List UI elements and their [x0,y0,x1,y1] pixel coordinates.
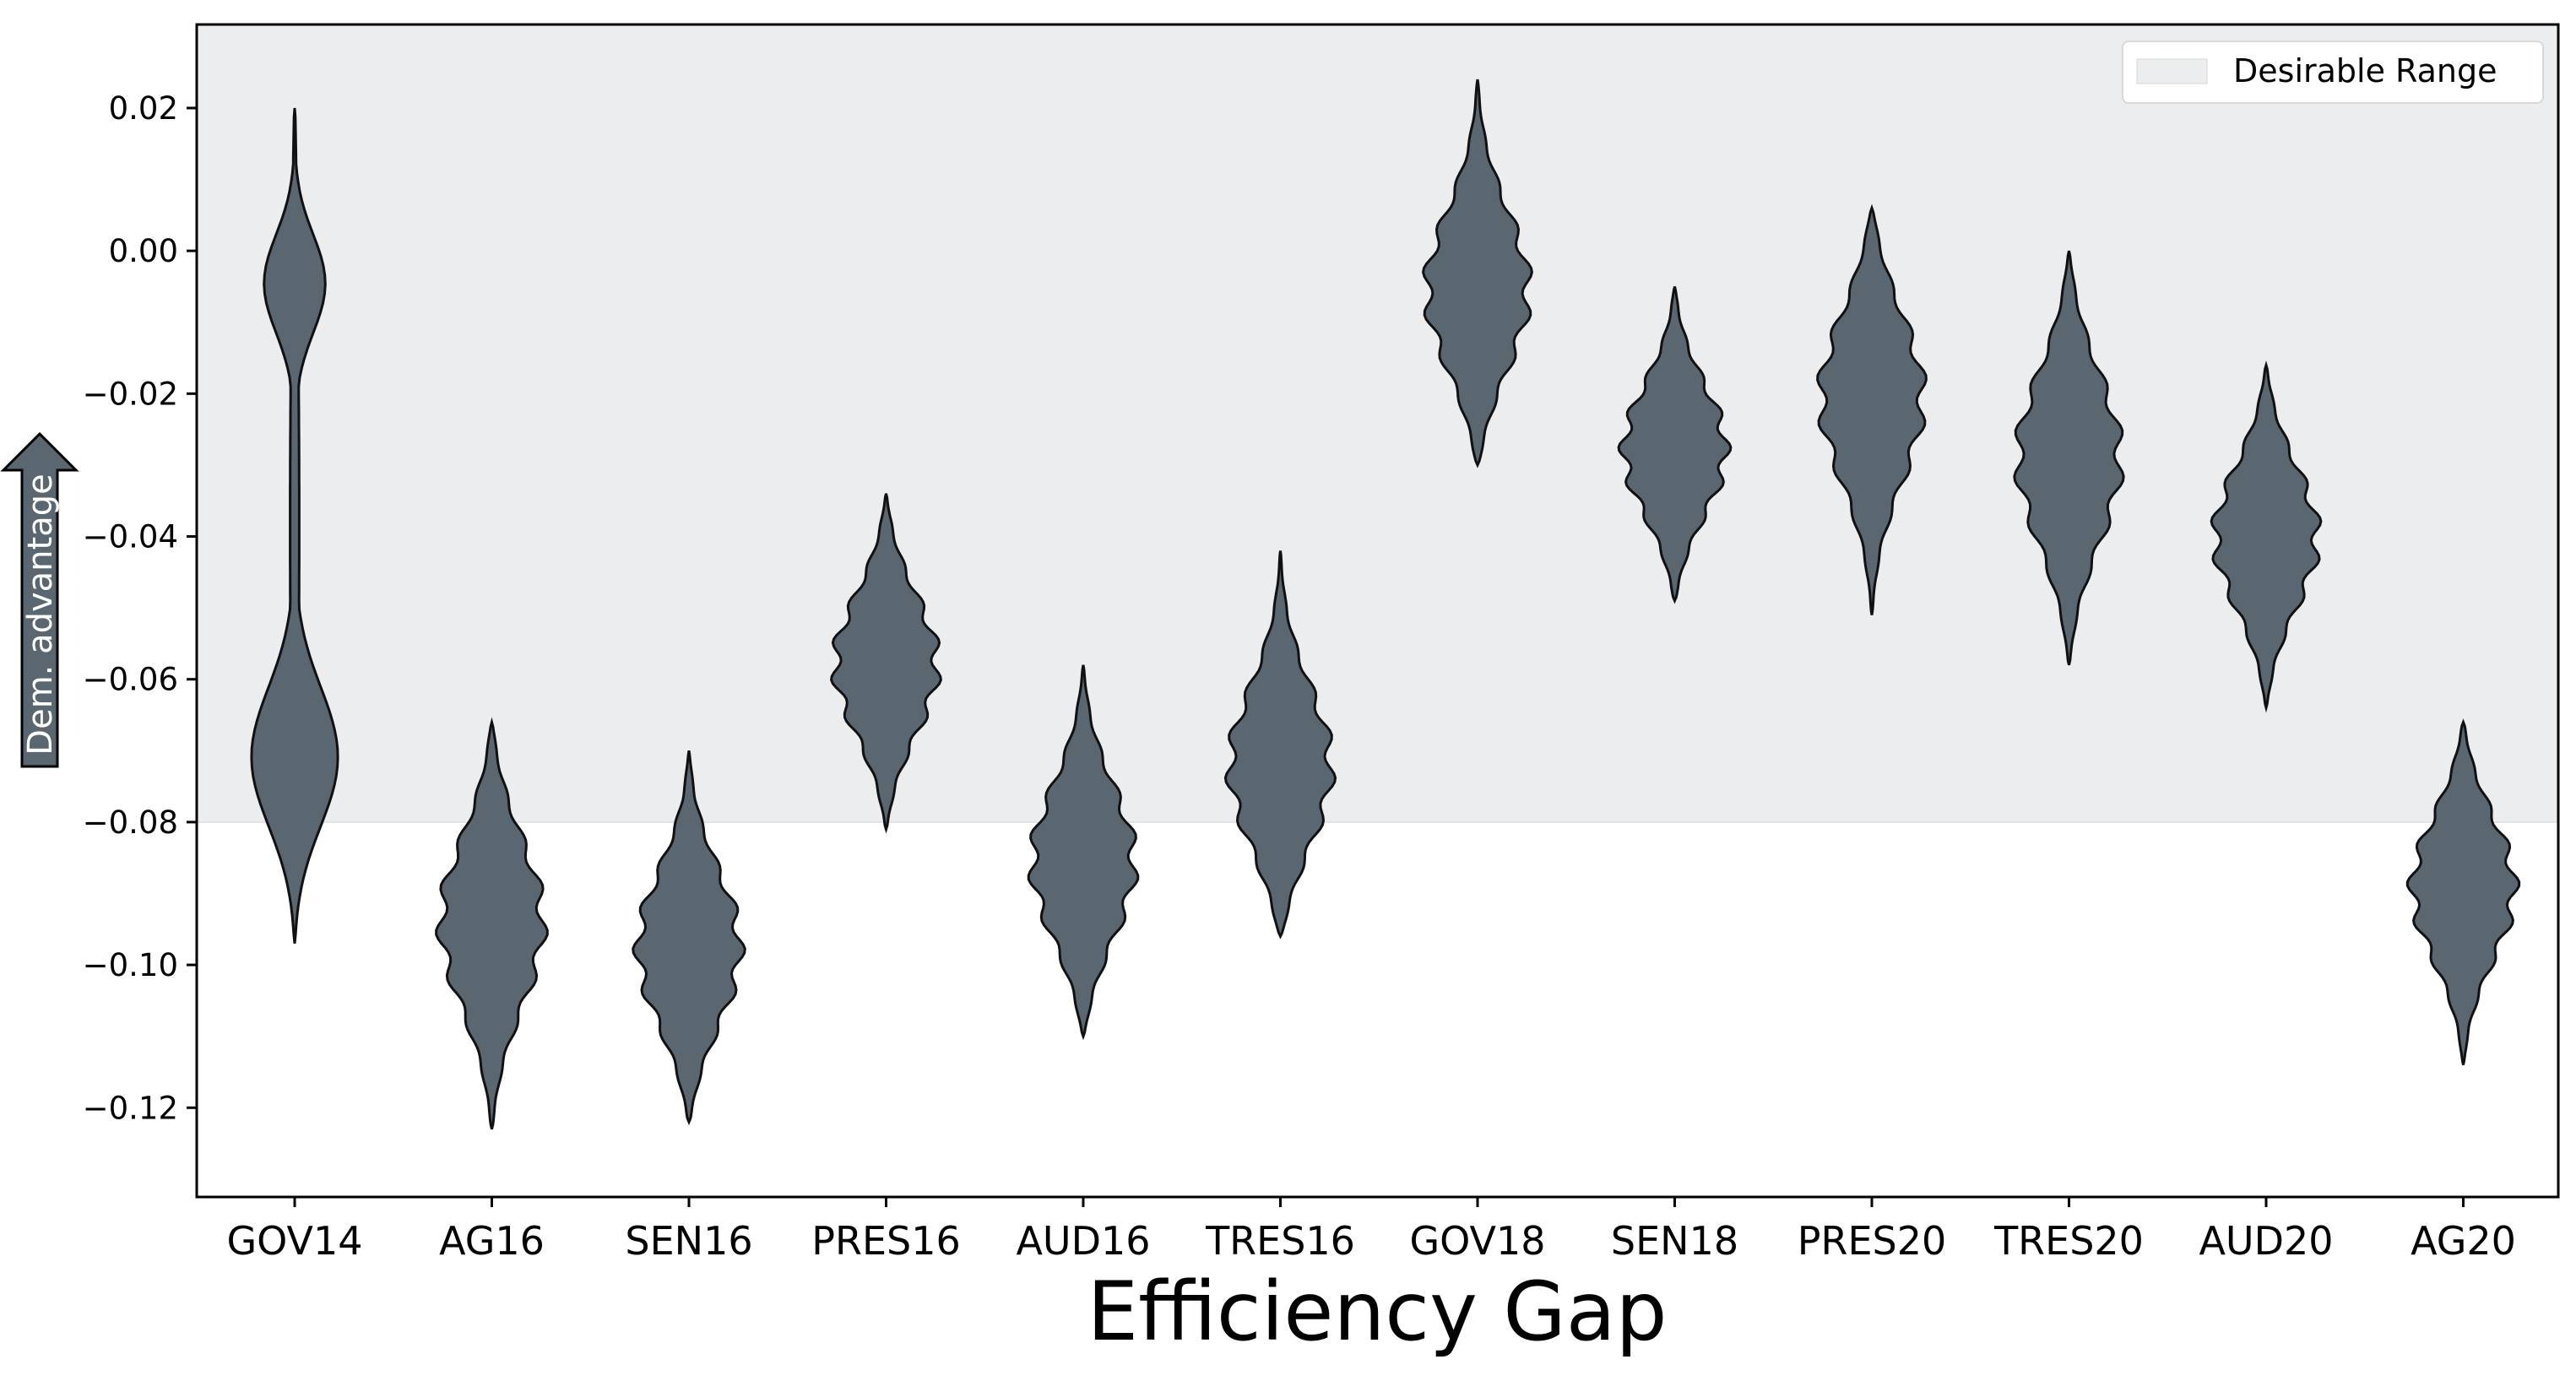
x-tick-label: SEN18 [1611,1218,1738,1264]
legend-swatch [2136,58,2208,84]
y-axis-ticks: 0.02 0.00 −0.02 −0.04 −0.06 −0.08 −0.10 −0.12 [83,90,197,1126]
x-tick-label: AG16 [439,1218,545,1264]
y-tick-label: 0.02 [109,90,178,127]
y-tick-label: −0.10 [83,947,178,983]
dem-advantage-arrow: Dem. advantage [0,431,79,768]
violin-series [250,79,2521,1129]
x-tick-label: SEN16 [625,1218,752,1264]
y-tick-label: −0.06 [83,662,178,698]
x-axis-label: Efficiency Gap [1087,1265,1667,1359]
x-tick-label: AUD16 [1016,1218,1150,1264]
violin-gov18 [1422,79,1533,468]
x-tick-label: PRES16 [811,1218,961,1264]
violin-pres20 [1816,203,1928,615]
violin-pres16 [830,493,942,834]
violin-aud20 [2210,360,2323,713]
y-tick-label: 0.00 [109,233,178,269]
x-tick-label: TRES20 [1993,1218,2144,1264]
legend: Desirable Range [2122,41,2544,104]
violin-sen16 [632,750,746,1126]
desirable-range-band [197,24,2558,822]
y-tick-label: −0.04 [83,519,178,555]
violin-sen18 [1617,286,1733,604]
violin-tres20 [2013,250,2125,666]
x-tick-label: PRES20 [1798,1218,1947,1264]
y-tick-label: −0.08 [83,804,178,841]
x-axis-ticks: GOV14 AG16 SEN16 PRES16 AUD16 TRES16 GOV18 SEN1… [226,1197,2516,1264]
x-tick-label: GOV18 [1409,1218,1545,1264]
plot-area [197,24,2558,823]
y-tick-label: −0.02 [83,376,178,412]
x-tick-label: TRES16 [1205,1218,1355,1264]
x-tick-label: AG20 [2411,1218,2516,1264]
dem-advantage-label: Dem. advantage [21,474,60,755]
up-arrow-icon [0,431,79,768]
axes-frame [195,23,2560,1199]
legend-label: Desirable Range [2233,52,2497,89]
y-tick-label: −0.12 [83,1090,178,1126]
x-tick-label: GOV14 [226,1218,362,1264]
violin-ag20 [2405,718,2521,1065]
violin-gov14 [250,107,339,944]
violin-ag16 [435,717,549,1129]
legend-box [2122,41,2544,104]
violin-tres16 [1223,550,1337,940]
x-tick-label: AUD20 [2199,1218,2333,1264]
violin-aud16 [1027,664,1140,1041]
